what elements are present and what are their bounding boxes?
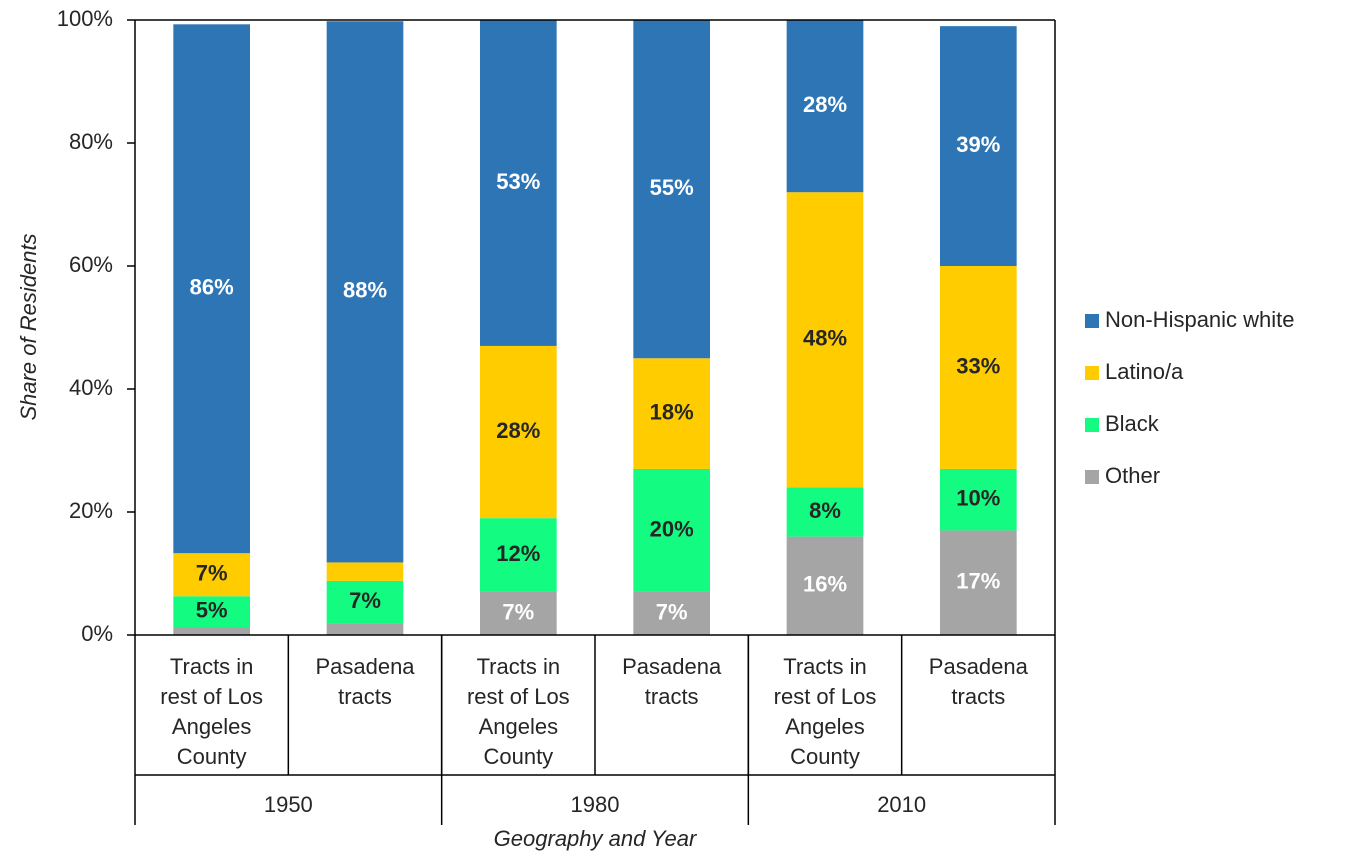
y-tick-label: 0% — [81, 621, 113, 646]
x-tick-label: Tracts in rest of Los Angeles County — [467, 654, 570, 769]
y-tick-label: 20% — [69, 498, 113, 523]
data-label: 28% — [496, 418, 540, 443]
data-label: 16% — [803, 572, 847, 597]
data-label: 8% — [809, 498, 841, 523]
data-label: 48% — [803, 326, 847, 351]
y-tick-label: 100% — [57, 6, 113, 31]
data-label: 7% — [196, 561, 228, 586]
data-label: 33% — [956, 353, 1000, 378]
x-tick-label: Tracts in rest of Los Angeles County — [774, 654, 877, 769]
bar-segment — [480, 591, 557, 635]
bar-segment — [786, 20, 864, 193]
y-tick-label: 80% — [69, 129, 113, 154]
bar-segment — [326, 21, 404, 563]
data-label: 7% — [349, 588, 381, 613]
x-tick-label: Tracts in rest of Los Angeles County — [160, 654, 263, 769]
x-tick-label: Pasadena tracts — [929, 654, 1029, 709]
bar-segment — [633, 591, 710, 635]
data-label: 5% — [196, 597, 228, 622]
bar-segment — [786, 536, 864, 635]
data-label: 28% — [803, 92, 847, 117]
legend-label: Non-Hispanic white — [1105, 307, 1295, 332]
data-label: 18% — [650, 399, 694, 424]
data-label: 39% — [956, 132, 1000, 157]
x-tick-label: Pasadena tracts — [622, 654, 722, 709]
data-label: 7% — [502, 599, 534, 624]
bar-segment — [326, 562, 404, 581]
bar-segment — [940, 266, 1017, 469]
bar-segment — [940, 468, 1017, 531]
bar-segment — [633, 358, 710, 469]
data-label: 10% — [956, 486, 1000, 511]
legend-label: Black — [1105, 411, 1160, 436]
group-label: 2010 — [877, 792, 926, 817]
bar-segment — [633, 20, 710, 359]
data-label: 55% — [650, 175, 694, 200]
bar-segment — [326, 623, 404, 635]
bar-segment — [940, 26, 1017, 267]
y-axis-title: Share of Residents — [16, 233, 41, 420]
data-label: 17% — [956, 569, 1000, 594]
bar-segment — [480, 345, 557, 519]
data-label: 7% — [656, 599, 688, 624]
data-label: 20% — [650, 516, 694, 541]
legend-label: Other — [1105, 463, 1160, 488]
bar-segment — [786, 192, 864, 488]
legend-swatch — [1085, 418, 1099, 432]
legend-swatch — [1085, 366, 1099, 380]
group-label: 1980 — [571, 792, 620, 817]
bar-segment — [173, 596, 250, 628]
group-label: 1950 — [264, 792, 313, 817]
x-tick-label: Pasadena tracts — [315, 654, 415, 709]
y-tick-label: 40% — [69, 375, 113, 400]
bar-segment — [173, 627, 250, 635]
legend-swatch — [1085, 470, 1099, 484]
x-axis-title: Geography and Year — [494, 826, 698, 851]
bar-segment — [940, 530, 1017, 635]
bar-segment — [480, 518, 557, 592]
data-label: 53% — [496, 169, 540, 194]
data-label: 88% — [343, 278, 387, 303]
y-tick-label: 60% — [69, 252, 113, 277]
legend-swatch — [1085, 314, 1099, 328]
legend-label: Latino/a — [1105, 359, 1184, 384]
data-label: 12% — [496, 541, 540, 566]
bar-segment — [633, 468, 710, 592]
bar-segment — [326, 580, 404, 624]
bar-segment — [173, 24, 250, 554]
bar-segment — [786, 487, 864, 537]
bar-segment — [480, 20, 557, 346]
bar-segment — [173, 553, 250, 597]
data-label: 86% — [190, 275, 234, 300]
